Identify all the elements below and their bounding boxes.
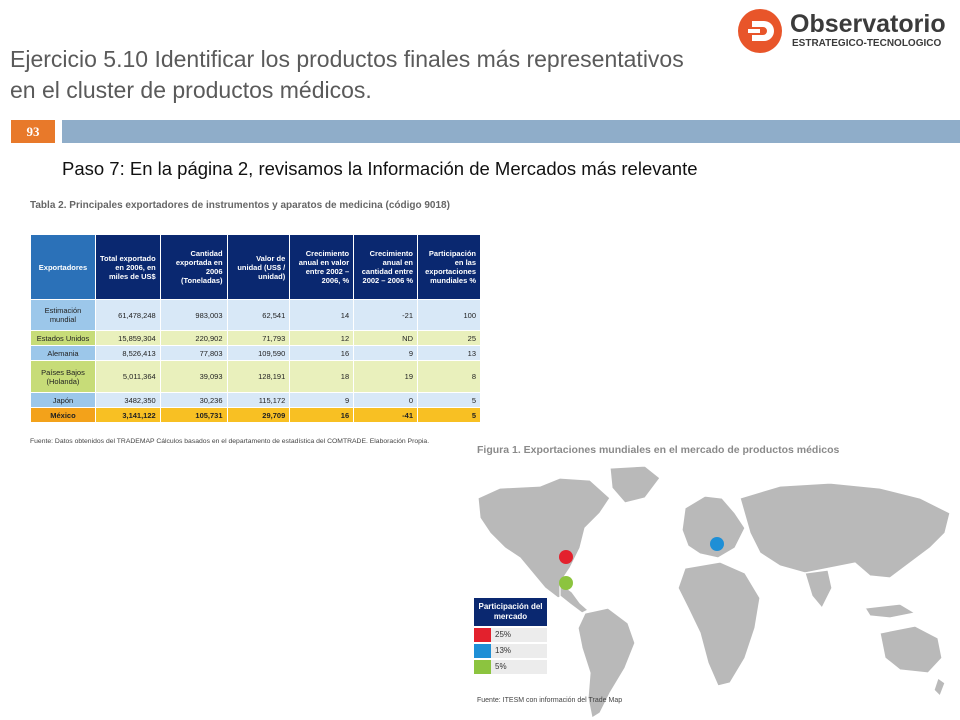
table-cell: 0 [353,392,418,408]
legend-label: 5% [495,662,507,671]
greenland-shape [609,465,661,504]
legend-item: 25% [474,628,547,642]
step-subtitle: Paso 7: En la página 2, revisamos la Inf… [62,158,698,179]
table-cell: -41 [353,407,418,423]
germany-marker-icon [710,537,724,551]
figure-source: Fuente: ITESM con información del Trade … [477,697,623,704]
slide-title: Ejercicio 5.10 Identificar los productos… [10,46,684,103]
table-cell: 12 [289,330,355,346]
asia-shape [739,482,951,579]
legend-swatch [474,644,491,658]
legend-swatch [474,628,491,642]
table-cell: 30,236 [159,392,228,408]
map-legend: Participación del mercado 25% 13% 5% [474,598,547,674]
mexico-marker-icon [559,576,573,590]
table-cell: 29,709 [226,407,291,423]
table-cell: 18 [289,360,355,393]
table-cell: 71,793 [226,330,291,346]
table-cell: 15,859,304 [94,330,161,346]
table-cell: 8 [417,360,481,393]
table-cell: Estados Unidos [30,330,96,346]
table-cell: 5,011,364 [94,360,161,393]
table-cell: 16 [289,345,355,361]
table-cell: 62,541 [226,299,291,331]
logo-mark-icon [738,9,782,53]
header-band [62,120,960,143]
col-header: Exportadores [30,234,96,300]
table-cell: 8,526,413 [94,345,161,361]
table-cell: 115,172 [226,392,291,408]
usa-marker-icon [559,550,573,564]
table-cell: Países Bajos (Holanda) [30,360,96,393]
africa-shape [677,561,761,687]
legend-label: 25% [495,630,512,639]
table-cell: 9 [289,392,355,408]
new-zealand-shape [933,677,946,698]
legend-title: Participación del mercado [474,598,547,626]
table-cell: 109,590 [226,345,291,361]
table-cell: 100 [417,299,481,331]
table-cell: 220,902 [159,330,228,346]
table-row: Alemania 8,526,413 77,803 109,590 16 9 1… [30,345,481,361]
table-cell: 77,803 [159,345,228,361]
table-row: Países Bajos (Holanda) 5,011,364 39,093 … [30,360,481,393]
table-source: Fuente: Datos obtenidos del TRADEMAP Cál… [30,438,430,445]
europe-shape [681,495,746,559]
indonesia-shape [863,603,917,619]
table-cell: 25 [417,330,481,346]
table-header-row: Exportadores Total exportado en 2006, en… [30,234,481,300]
table-cell: -21 [353,299,418,331]
table-cell: 14 [289,299,355,331]
table-cell: 61,478,248 [94,299,161,331]
table-row: Estimación mundial 61,478,248 983,003 62… [30,299,481,331]
col-header: Participación en las exportaciones mundi… [417,234,481,300]
table-cell: 5 [417,407,481,423]
table-row: Japón 3482,350 30,236 115,172 9 0 5 [30,392,481,408]
legend-item: 13% [474,644,547,658]
col-header: Crecimiento anual en valor entre 2002 – … [289,234,355,300]
col-header: Cantidad exportada en 2006 (Toneladas) [159,234,228,300]
table-title: Tabla 2. Principales exportadores de ins… [30,200,450,211]
slide-number: 93 [11,120,55,143]
exporters-table: Exportadores Total exportado en 2006, en… [30,234,481,423]
table-cell: 128,191 [226,360,291,393]
legend-item: 5% [474,660,547,674]
logo-subtitle: ESTRATEGICO-TECNOLOGICO [792,38,942,49]
table-cell: 16 [289,407,355,423]
table-cell: 9 [353,345,418,361]
legend-label: 13% [495,646,512,655]
col-header: Total exportado en 2006, en miles de US$ [94,234,161,300]
figure-title: Figura 1. Exportaciones mundiales en el … [477,444,840,456]
table-cell: 39,093 [159,360,228,393]
table-cell: ND [353,330,418,346]
table-cell: 983,003 [159,299,228,331]
table-cell: 105,731 [159,407,228,423]
table-cell: 19 [353,360,418,393]
table-cell: 5 [417,392,481,408]
table-cell: 3482,350 [94,392,161,408]
col-header: Crecimiento anual en cantidad entre 2002… [353,234,418,300]
table-row-mexico: México 3,141,122 105,731 29,709 16 -41 5 [30,407,481,423]
south-america-shape [577,607,636,719]
legend-swatch [474,660,491,674]
australia-shape [879,625,943,674]
logo-name: Observatorio [790,10,946,38]
table-cell: México [30,407,96,423]
table-cell: 13 [417,345,481,361]
col-header: Valor de unidad (US$ / unidad) [226,234,291,300]
table-cell: Japón [30,392,96,408]
table-cell: 3,141,122 [94,407,161,423]
table-cell: Estimación mundial [30,299,96,331]
world-map [477,465,951,719]
table-cell: Alemania [30,345,96,361]
table-row: Estados Unidos 15,859,304 220,902 71,793… [30,330,481,346]
central-america-shape [559,581,590,614]
observatorio-logo: Observatorio ESTRATEGICO-TECNOLOGICO [738,8,953,54]
north-america-shape [477,477,611,599]
india-shape [804,569,833,610]
